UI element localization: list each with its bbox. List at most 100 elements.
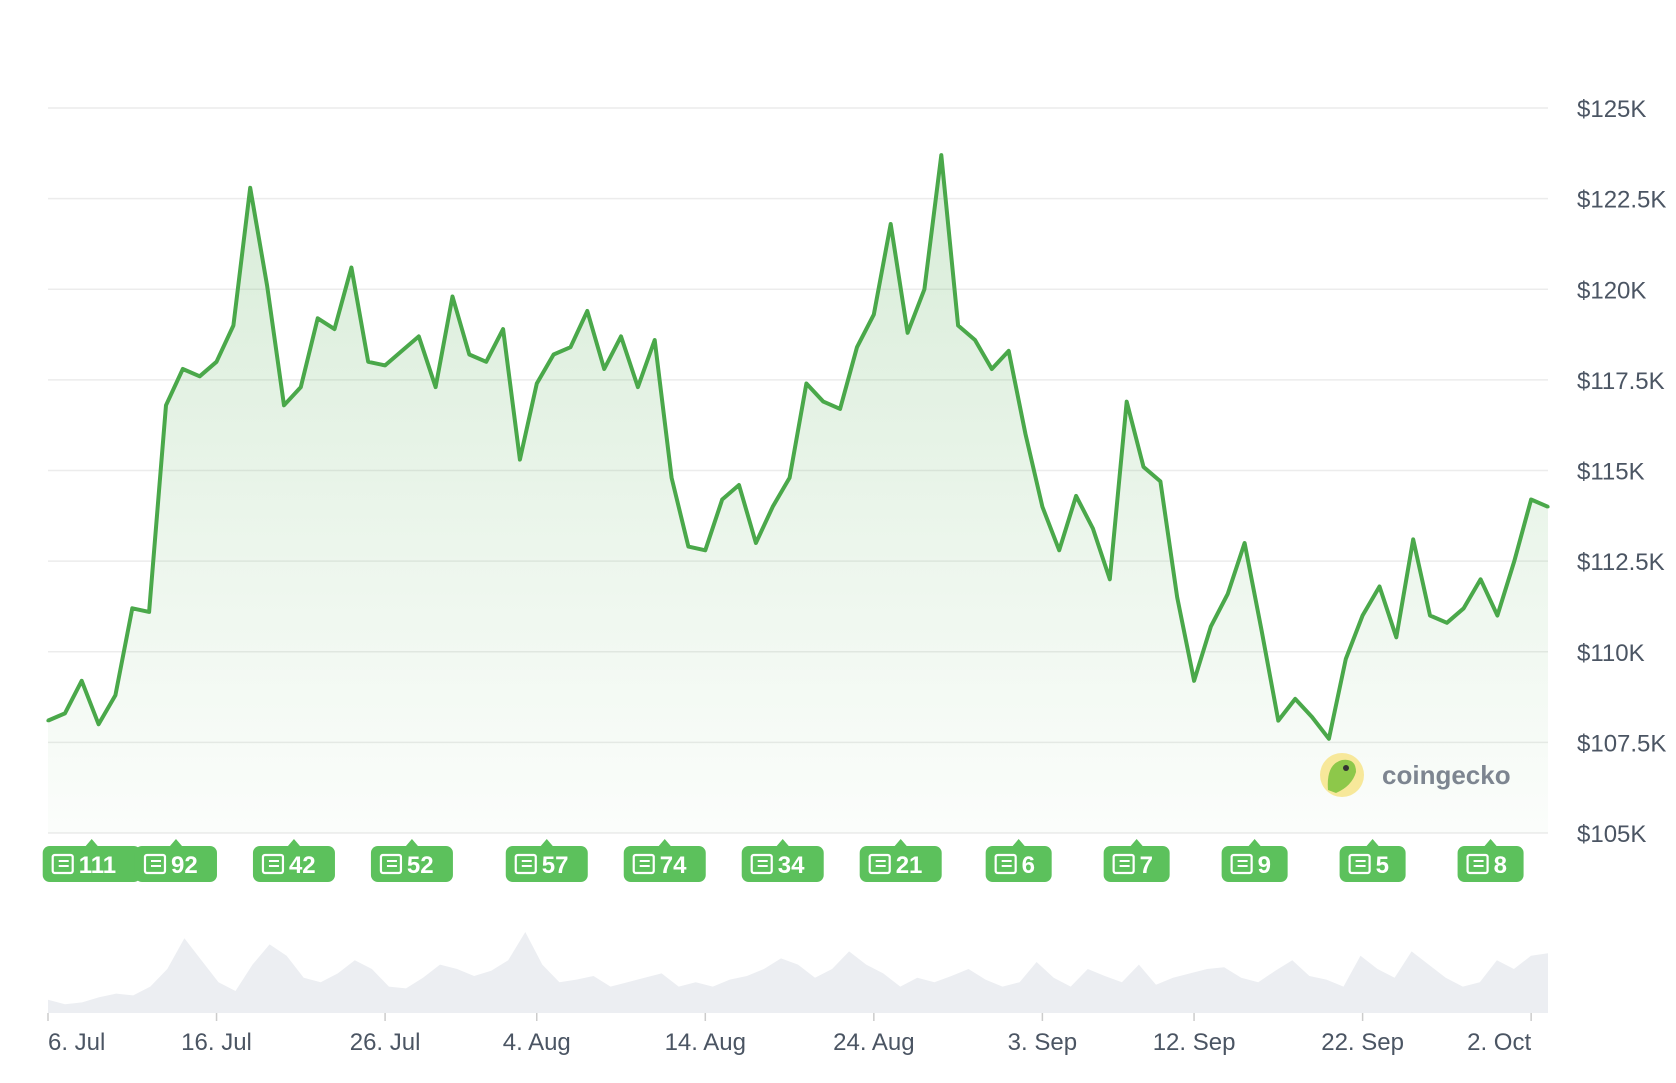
- x-tick-label: 4. Aug: [503, 1029, 571, 1056]
- newspaper-icon: [1348, 853, 1371, 875]
- price-point: [366, 360, 370, 364]
- price-point: [383, 363, 387, 367]
- newspaper-icon: [51, 853, 74, 875]
- price-point: [501, 327, 505, 331]
- newspaper-icon: [1466, 853, 1489, 875]
- news-badge-pointer: [405, 839, 418, 846]
- price-point: [922, 287, 927, 291]
- price-point: [1057, 548, 1061, 552]
- price-point: [1074, 494, 1078, 498]
- price-point: [1007, 349, 1011, 353]
- y-tick-label: $112.5K: [1577, 549, 1665, 576]
- news-marker: 52: [370, 839, 453, 882]
- newspaper-icon: [143, 853, 167, 875]
- y-tick-label: $107.5K: [1577, 730, 1666, 757]
- news-markers: 111 92 42 52 57 74 34 21 6 7 9 5 8: [42, 839, 1524, 882]
- newspaper-icon: [632, 853, 655, 875]
- price-point: [450, 294, 455, 299]
- price-point: [905, 331, 910, 335]
- x-tick-label: 24. Aug: [833, 1029, 914, 1056]
- newspaper-icon: [1112, 853, 1135, 875]
- news-badge-pointer: [776, 839, 789, 846]
- news-count: 57: [542, 852, 569, 879]
- price-point: [653, 338, 657, 342]
- news-marker: 34: [741, 839, 824, 882]
- price-point: [535, 381, 539, 386]
- news-marker: 6: [985, 839, 1052, 882]
- news-badge-pointer: [658, 839, 671, 846]
- news-count: 52: [407, 852, 434, 879]
- x-tick-label: 22. Sep: [1321, 1029, 1404, 1056]
- price-point: [1411, 537, 1415, 541]
- y-axis-labels: $125K $122.5K $120K $117.5K $115K $112.5K $110…: [1577, 96, 1666, 848]
- news-count: 42: [289, 852, 316, 879]
- news-badge-pointer: [169, 839, 182, 846]
- newspaper-icon: [750, 853, 773, 875]
- x-tick-label: 26. Jul: [350, 1029, 421, 1056]
- news-badge-pointer: [287, 839, 300, 846]
- x-tick-label: 14. Aug: [665, 1029, 746, 1056]
- price-point: [214, 360, 219, 364]
- price-point: [1023, 432, 1028, 436]
- newspaper-icon: [379, 853, 403, 875]
- price-point: [147, 610, 151, 614]
- price-point: [282, 403, 286, 407]
- y-tick-label: $110K: [1577, 640, 1645, 667]
- volume-area: [48, 932, 1548, 1013]
- news-count: 6: [1022, 852, 1035, 879]
- price-point: [1243, 541, 1247, 545]
- price-point: [231, 323, 235, 328]
- news-marker: 9: [1221, 839, 1288, 882]
- price-point: [804, 381, 809, 386]
- price-line: [47, 153, 1549, 741]
- price-point: [1192, 679, 1196, 683]
- price-point: [1377, 584, 1382, 589]
- coingecko-watermark: coingecko: [1320, 753, 1511, 797]
- news-count: 34: [778, 852, 805, 879]
- price-point: [1495, 613, 1500, 618]
- price-point: [1293, 697, 1297, 701]
- price-area: [48, 155, 1548, 834]
- price-point: [838, 407, 842, 411]
- price-point: [636, 385, 640, 389]
- news-badge-pointer: [1130, 839, 1143, 846]
- price-point: [602, 367, 606, 371]
- price-point: [1259, 628, 1264, 632]
- y-tick-label: $125K: [1577, 96, 1646, 123]
- price-point: [939, 153, 943, 157]
- x-tick-label: 6. Jul: [48, 1029, 105, 1056]
- news-badge-pointer: [1366, 839, 1379, 846]
- news-badge-pointer: [85, 839, 98, 846]
- price-point: [1125, 400, 1129, 404]
- price-point: [771, 505, 775, 509]
- price-point: [585, 309, 589, 313]
- price-point: [1175, 595, 1179, 599]
- price-point: [46, 719, 50, 723]
- y-tick-label: $122.5K: [1577, 187, 1666, 214]
- price-point: [1091, 526, 1095, 531]
- price-point: [1344, 657, 1348, 661]
- news-count: 5: [1376, 852, 1389, 879]
- news-count: 9: [1258, 852, 1271, 879]
- news-marker: 74: [623, 839, 706, 882]
- news-badge-pointer: [894, 839, 907, 846]
- price-point: [737, 483, 741, 487]
- watermark-text: coingecko: [1382, 760, 1511, 790]
- gecko-eye-icon: [1343, 765, 1349, 771]
- price-point: [754, 541, 758, 545]
- price-point: [1529, 497, 1533, 502]
- price-point: [1276, 719, 1280, 723]
- price-point: [1310, 715, 1314, 719]
- price-point: [299, 385, 303, 389]
- price-point: [990, 367, 994, 371]
- price-point: [113, 693, 118, 697]
- price-point: [1108, 577, 1112, 581]
- news-count: 21: [896, 852, 923, 879]
- newspaper-icon: [514, 853, 537, 875]
- price-point: [787, 476, 792, 480]
- price-point: [80, 679, 84, 683]
- y-tick-label: $105K: [1577, 821, 1646, 848]
- price-point: [518, 458, 522, 462]
